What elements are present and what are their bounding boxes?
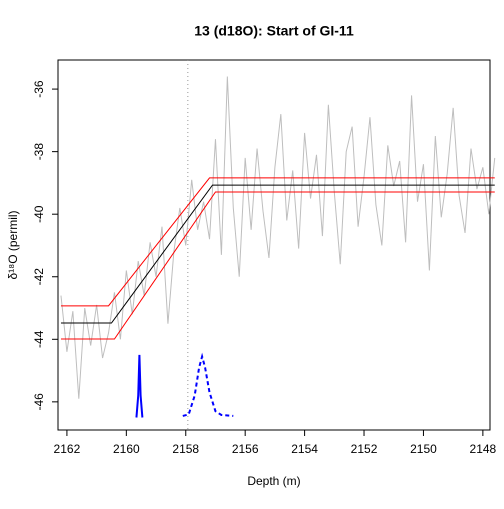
x-tick-label: 2158 — [172, 442, 199, 456]
x-tick-label: 2162 — [54, 442, 81, 456]
y-tick-label: -38 — [32, 143, 46, 161]
y-tick-label: -44 — [32, 330, 46, 348]
y-axis-label: δ¹⁸O (permil) — [6, 210, 20, 279]
y-tick-label: -36 — [32, 80, 46, 98]
line-series — [60, 191, 495, 340]
y-tick-label: -40 — [32, 205, 46, 223]
x-axis-label: Depth (m) — [247, 474, 300, 488]
x-tick-label: 2156 — [232, 442, 259, 456]
line-series — [182, 352, 234, 417]
y-tick-label: -42 — [32, 268, 46, 286]
chart-title: 13 (d18O): Start of GI-11 — [194, 23, 354, 39]
plot-box — [57, 59, 491, 431]
x-tick-label: 2152 — [351, 442, 378, 456]
x-tick-label: 2150 — [410, 442, 437, 456]
line-series — [60, 76, 496, 399]
line-series — [135, 354, 144, 418]
x-tick-label: 2154 — [291, 442, 318, 456]
x-tick-label: 2160 — [113, 442, 140, 456]
x-tick-label: 2148 — [470, 442, 497, 456]
line-series — [60, 184, 495, 324]
line-series — [60, 177, 495, 307]
y-tick-label: -46 — [32, 393, 46, 411]
